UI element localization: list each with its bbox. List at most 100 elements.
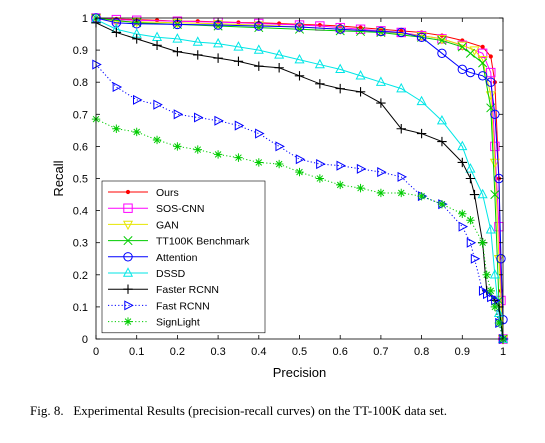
legend-label-faster-rcnn: Faster RCNN [156, 284, 219, 296]
point-faster-rcnn [152, 40, 162, 50]
point-fast-rcnn [470, 253, 481, 264]
legend-marker-signlight [123, 317, 133, 326]
point-faster-rcnn [132, 34, 142, 44]
point-dssd [335, 63, 346, 74]
point-gan [489, 158, 500, 169]
point-signlight [152, 135, 162, 145]
point-fast-rcnn [316, 159, 326, 170]
y-tick-label: 0.8 [73, 77, 88, 89]
point-dssd [493, 307, 504, 318]
y-tick-label: 0.1 [73, 302, 88, 314]
legend-label-sos-cnn: SOS-CNN [156, 203, 204, 215]
pr-chart: 0 0.1 0.2 0.3 0.4 0.5 0.6 0.7 0.8 0.9 1 0 0.1 0.2 0.3 0… [51, 13, 509, 380]
point-sos-cnn [172, 16, 183, 26]
point-tt100k-benchmark [437, 35, 447, 46]
point-fast-rcnn [133, 94, 143, 105]
point-signlight [315, 174, 325, 183]
point-dssd [465, 163, 476, 173]
y-tick-label: 0.2 [73, 270, 88, 282]
x-tick-label: 0 [93, 346, 99, 358]
point-fast-rcnn [458, 221, 469, 232]
point-faster-rcnn [465, 173, 476, 184]
point-signlight [193, 145, 202, 154]
series-line-dssd [95, 19, 504, 340]
y-tick-label: 0.9 [73, 45, 88, 57]
point-dssd [457, 140, 468, 151]
point-signlight [234, 153, 243, 162]
legend-marker-fast-rcnn [124, 300, 134, 311]
x-tick-label: 0.3 [210, 346, 225, 358]
point-attention [396, 27, 406, 38]
point-dssd [485, 224, 496, 234]
x-tick-label: 0.8 [414, 346, 429, 358]
point-signlight [213, 150, 223, 159]
point-faster-rcnn [213, 53, 223, 63]
point-ours [480, 44, 485, 49]
point-signlight [397, 188, 406, 198]
legend-label-gan: GAN [156, 219, 179, 231]
point-attention [437, 48, 447, 59]
legend: Ours SOS-CNN GAN TT100K Benchmark Attention D… [101, 180, 266, 334]
point-tt100k-benchmark [457, 42, 467, 52]
point-faster-rcnn [193, 50, 203, 60]
x-tick-label: 0.5 [292, 346, 307, 358]
point-faster-rcnn [469, 189, 480, 200]
point-signlight [466, 216, 475, 225]
legend-marker-gan [122, 220, 134, 231]
point-signlight [376, 188, 386, 198]
legend-label-dssd: DSSD [156, 268, 186, 280]
point-faster-rcnn [294, 71, 305, 81]
point-attention [294, 22, 305, 32]
point-signlight [482, 270, 491, 279]
point-signlight [295, 167, 304, 177]
point-dssd [477, 188, 488, 199]
point-signlight [490, 302, 500, 312]
point-dssd [192, 36, 203, 46]
point-dssd [253, 44, 264, 54]
y-tick-label: 0 [82, 334, 88, 346]
point-faster-rcnn [376, 98, 386, 108]
point-fast-rcnn [173, 109, 184, 120]
y-tick-label: 0.4 [73, 206, 88, 218]
legend-marker-faster-rcnn [123, 284, 133, 294]
point-dssd [375, 76, 386, 86]
point-tt100k-benchmark [254, 23, 264, 33]
point-fast-rcnn [112, 81, 123, 93]
legend-label-attention: Attention [156, 252, 198, 264]
point-signlight [356, 183, 365, 193]
series-line-attention [95, 17, 504, 320]
y-tick-label: 1 [82, 13, 88, 25]
point-fast-rcnn [214, 115, 224, 126]
y-tick-label: 0.6 [73, 141, 88, 153]
point-sos-cnn [486, 67, 496, 78]
point-signlight [486, 286, 495, 296]
point-fast-rcnn [92, 59, 102, 70]
point-attention [416, 32, 427, 42]
point-sos-cnn [355, 24, 366, 34]
x-tick-label: 0.7 [373, 346, 388, 358]
point-faster-rcnn [355, 87, 366, 97]
point-attention [457, 64, 467, 75]
point-signlight [254, 158, 263, 167]
point-dssd [213, 37, 224, 48]
point-signlight [112, 124, 121, 133]
point-fast-rcnn [275, 141, 285, 152]
point-attention [477, 71, 488, 81]
point-tt100k-benchmark [355, 26, 366, 37]
point-gan [436, 35, 447, 45]
point-faster-rcnn [233, 56, 244, 67]
point-sos-cnn [132, 15, 142, 25]
point-attention [486, 77, 496, 87]
point-fast-rcnn [295, 154, 306, 165]
legend-label-signlight: SignLight [156, 317, 200, 329]
point-tt100k-benchmark [465, 48, 475, 58]
series-faster-rcnn [91, 18, 508, 344]
point-fast-rcnn [491, 295, 501, 306]
point-faster-rcnn [416, 128, 427, 139]
point-signlight [336, 180, 345, 190]
x-tick-label: 0.4 [251, 346, 266, 358]
x-tick-label: 0.9 [455, 346, 470, 358]
x-tick-label: 0.6 [333, 346, 348, 358]
point-dssd [314, 58, 325, 69]
